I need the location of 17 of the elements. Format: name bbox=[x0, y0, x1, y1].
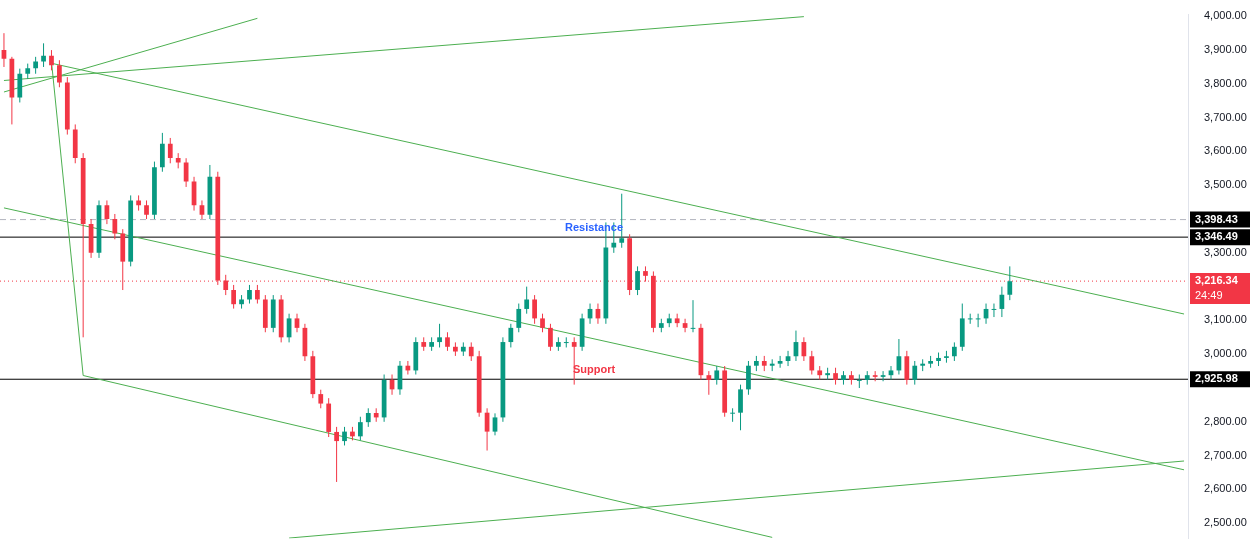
ref-line-label: 2,925.98 bbox=[1195, 372, 1238, 385]
y-tick-label: 3,300.00 bbox=[1204, 245, 1247, 258]
y-tick-label: 2,700.00 bbox=[1204, 448, 1247, 461]
y-tick-label: 3,900.00 bbox=[1204, 43, 1247, 56]
y-tick-label: 3,700.00 bbox=[1204, 110, 1247, 123]
y-tick-label: 2,500.00 bbox=[1204, 516, 1247, 529]
y-tick-label: 2,600.00 bbox=[1204, 482, 1247, 495]
y-tick-label: 2,800.00 bbox=[1204, 414, 1247, 427]
y-tick-label: 4,000.00 bbox=[1204, 9, 1247, 22]
y-tick-label: 3,500.00 bbox=[1204, 178, 1247, 191]
ref-line-label: 3,216.34 24:49 bbox=[1195, 274, 1239, 302]
y-tick-label: 3,600.00 bbox=[1204, 144, 1247, 157]
y-tick-label: 3,800.00 bbox=[1204, 76, 1247, 89]
ref-line-label: 3,398.43 bbox=[1195, 212, 1238, 225]
y-tick-label: 3,100.00 bbox=[1204, 313, 1247, 326]
y-tick-label: 3,000.00 bbox=[1204, 347, 1247, 360]
ref-line-label: 3,346.49 bbox=[1195, 230, 1238, 243]
